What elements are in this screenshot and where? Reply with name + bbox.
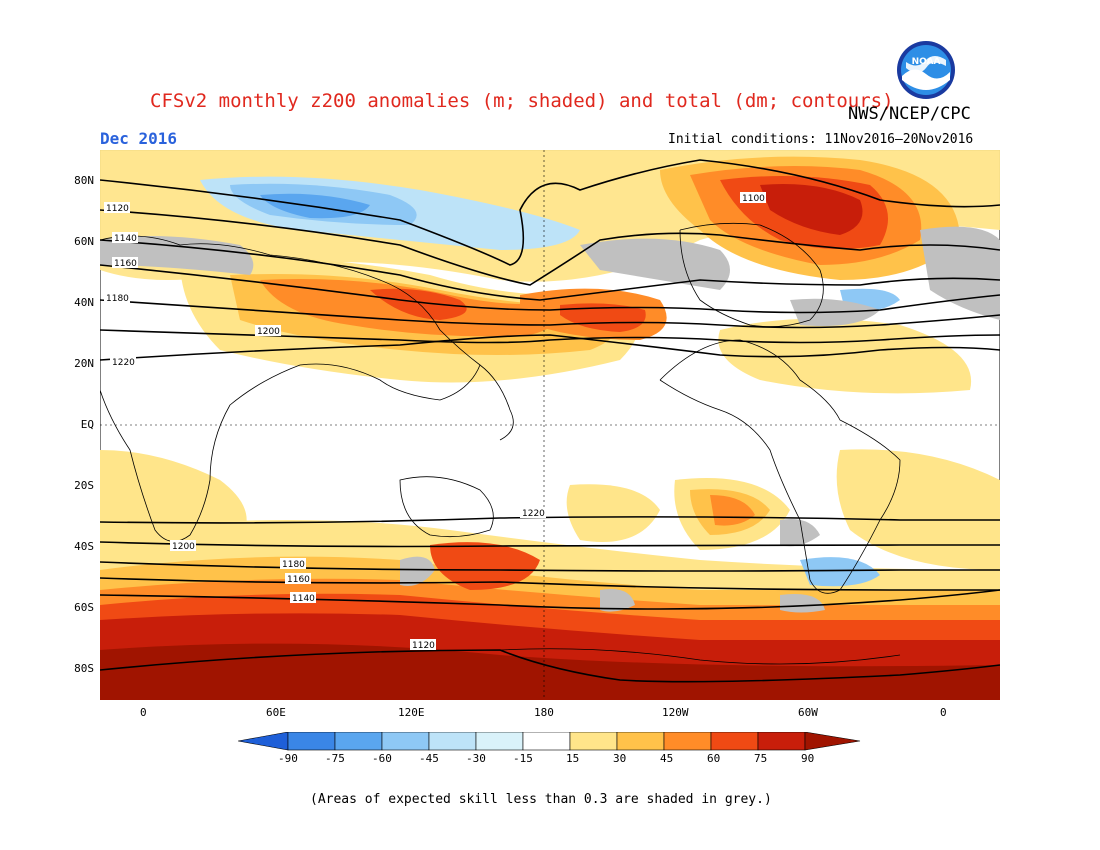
contour-label: 1180 bbox=[282, 560, 305, 570]
anomaly-map: 1100 1120 1140 1160 1180 1200 1220 1220 … bbox=[100, 150, 1000, 700]
colorbar-tick: -90 bbox=[278, 752, 298, 765]
colorbar-right-arrow bbox=[804, 732, 861, 751]
colorbar-tick: 90 bbox=[801, 752, 815, 765]
colorbar-tick: 60 bbox=[707, 752, 721, 765]
noaa-logo: NOAA bbox=[897, 41, 955, 99]
lat-label: 60S bbox=[74, 601, 94, 614]
contour-label: 1220 bbox=[522, 509, 545, 519]
colorbar-swatch bbox=[710, 732, 759, 751]
colorbar-swatch bbox=[334, 732, 383, 751]
contour-label: 1140 bbox=[292, 594, 315, 604]
colorbar-swatch bbox=[522, 732, 571, 751]
lat-label: 80N bbox=[74, 174, 94, 187]
contour-label: 1160 bbox=[287, 575, 310, 585]
contour-label: 1120 bbox=[412, 641, 435, 651]
chart-title: CFSv2 monthly z200 anomalies (m; shaded)… bbox=[150, 90, 894, 112]
colorbar-tick: -15 bbox=[513, 752, 533, 765]
colorbar-swatch bbox=[475, 732, 524, 751]
lat-label: 20N bbox=[74, 357, 94, 370]
lon-label: 60W bbox=[798, 706, 818, 719]
contour-label: 1160 bbox=[114, 259, 137, 269]
lat-label: 80S bbox=[74, 662, 94, 675]
lon-label: 120E bbox=[398, 706, 425, 719]
contour-label: 1200 bbox=[257, 327, 280, 337]
colorbar-tick: 15 bbox=[566, 752, 580, 765]
colorbar bbox=[238, 732, 861, 751]
colorbar-swatch bbox=[428, 732, 477, 751]
contour-label: 1140 bbox=[114, 234, 137, 244]
noaa-logo-text: NOAA bbox=[912, 57, 941, 67]
contour-label: 1200 bbox=[172, 542, 195, 552]
lat-label: 60N bbox=[74, 235, 94, 248]
initial-conditions: Initial conditions: 11Nov2016–20Nov2016 bbox=[668, 132, 974, 147]
colorbar-tick: 30 bbox=[613, 752, 627, 765]
map-gridlines bbox=[100, 150, 1000, 700]
contour-labels: 1100 1120 1140 1160 1180 1200 1220 1220 … bbox=[104, 192, 766, 651]
colorbar-swatch bbox=[663, 732, 712, 751]
lon-label: 180 bbox=[534, 706, 554, 719]
colorbar-tick: -45 bbox=[419, 752, 439, 765]
colorbar-tick: -75 bbox=[325, 752, 345, 765]
lat-label: EQ bbox=[80, 418, 94, 431]
colorbar-swatch bbox=[569, 732, 618, 751]
lon-label: 60E bbox=[266, 706, 286, 719]
agency-label: NWS/NCEP/CPC bbox=[848, 104, 971, 124]
latitude-axis: 80N 60N 40N 20N EQ 20S 40S 60S 80S bbox=[60, 150, 96, 700]
lat-label: 40N bbox=[74, 296, 94, 309]
lat-label: 20S bbox=[74, 479, 94, 492]
colorbar-swatch bbox=[757, 732, 806, 751]
colorbar-left-arrow bbox=[238, 732, 289, 751]
colorbar-swatch bbox=[287, 732, 336, 751]
lon-label: 0 bbox=[140, 706, 147, 719]
colorbar-tick: -30 bbox=[466, 752, 486, 765]
contour-label: 1100 bbox=[742, 194, 765, 204]
lon-label: 120W bbox=[662, 706, 689, 719]
colorbar-tick: 45 bbox=[660, 752, 674, 765]
lon-label: 0 bbox=[940, 706, 947, 719]
skill-footnote: (Areas of expected skill less than 0.3 a… bbox=[310, 792, 772, 807]
colorbar-swatch bbox=[381, 732, 430, 751]
contour-label: 1220 bbox=[112, 358, 135, 368]
forecast-month: Dec 2016 bbox=[100, 129, 178, 148]
colorbar-tick: -60 bbox=[372, 752, 392, 765]
colorbar-tick: 75 bbox=[754, 752, 768, 765]
coastlines bbox=[100, 222, 901, 665]
lat-label: 40S bbox=[74, 540, 94, 553]
colorbar-swatch bbox=[616, 732, 665, 751]
contour-label: 1120 bbox=[106, 204, 129, 214]
height-contours bbox=[100, 159, 1000, 683]
contour-label: 1180 bbox=[106, 294, 129, 304]
